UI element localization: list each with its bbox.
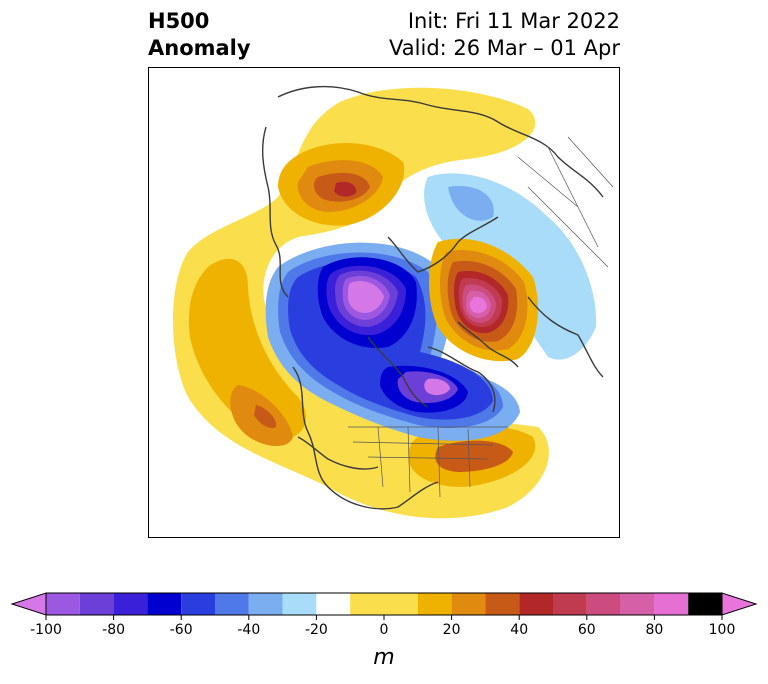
colorbar-cell (113, 593, 148, 615)
colorbar-cell (248, 593, 283, 615)
colorbar-tick-label: 100 (709, 622, 736, 638)
colorbar-tick-label: 60 (578, 622, 596, 638)
colorbar: -100 -80 -60 -40 -20 0 20 40 60 80 100 (10, 592, 758, 638)
colorbar-over-extend (721, 592, 758, 616)
upper-positive-blob (278, 142, 405, 226)
colorbar-cell (46, 593, 80, 615)
colorbar-cell (451, 593, 486, 615)
negative-anomaly-system (265, 242, 520, 441)
colorbar-tick-label: -80 (102, 622, 125, 638)
borders (348, 136, 614, 498)
colorbar-cell (688, 593, 722, 615)
colorbar-cell (485, 593, 520, 615)
init-date: Init: Fri 11 Mar 2022 (407, 9, 620, 33)
colorbar-tick-label: -40 (237, 622, 260, 638)
positive-anomaly-ring (173, 87, 549, 519)
colorbar-tick-label: 0 (380, 622, 389, 638)
colorbar-cell (553, 593, 587, 615)
colorbar-tick-label: 80 (645, 622, 663, 638)
colorbar-tick-label: 40 (510, 622, 528, 638)
colorbar-cell (215, 593, 249, 615)
anomaly-map (148, 67, 620, 538)
colorbar-tick-label: -60 (170, 622, 193, 638)
variable-title: H500 (148, 9, 210, 33)
colorbar-tick-label: -20 (305, 622, 328, 638)
coastlines (261, 85, 604, 510)
colorbar-cell (620, 593, 655, 615)
colorbar-cell (586, 593, 621, 615)
colorbar-cell (147, 593, 182, 615)
colorbar-cell (654, 593, 689, 615)
colorbar-ticks: -100 -80 -60 -40 -20 0 20 40 60 80 100 (30, 615, 735, 638)
colorbar-tick-label: 20 (443, 622, 461, 638)
colorbar-boxes (10, 592, 758, 616)
colorbar-cell (519, 593, 553, 615)
colorbar-unit: m (373, 645, 395, 670)
colorbar-cell (316, 593, 351, 615)
colorbar-cell (282, 593, 317, 615)
colorbar-under-extend (10, 592, 47, 616)
positive-anomaly-system (429, 238, 538, 362)
valid-range: Valid: 26 Mar – 01 Apr (389, 36, 620, 60)
title-left: H500 Anomaly (148, 8, 251, 62)
title-right: Init: Fri 11 Mar 2022 Valid: 26 Mar – 01… (389, 8, 620, 62)
map-frame (148, 67, 620, 538)
colorbar-cell (181, 593, 215, 615)
colorbar-cell (79, 593, 114, 615)
colorbar-tick-label: -100 (30, 622, 62, 638)
colorbar-cell (350, 593, 418, 615)
anomaly-title: Anomaly (148, 36, 251, 60)
colorbar-cell (417, 593, 452, 615)
